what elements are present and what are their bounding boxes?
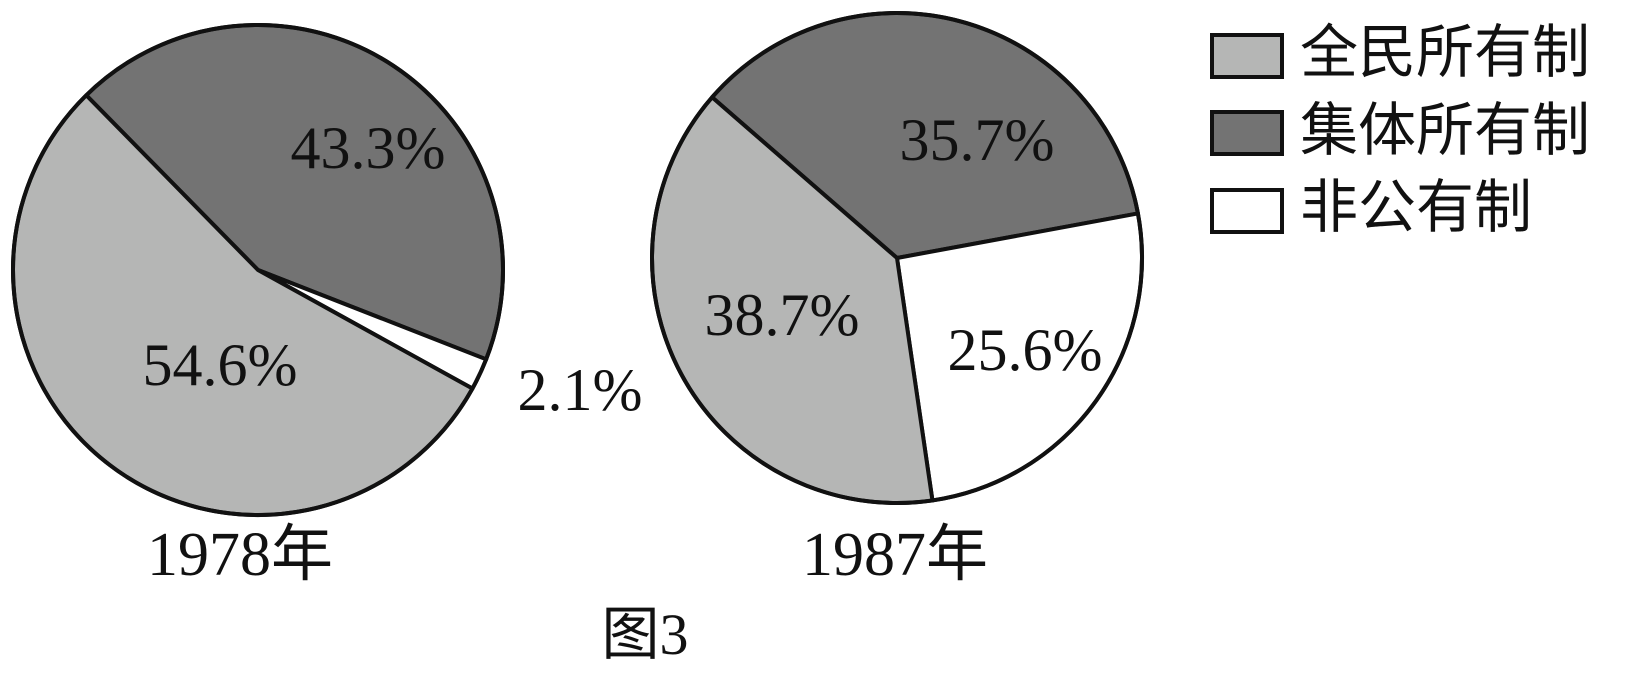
legend-label-feigong: 非公有制 <box>1300 175 1532 240</box>
legend-swatch-quanmin <box>1210 33 1284 79</box>
year-label-1987: 1987年 <box>802 521 988 589</box>
slice-label-feigong: 2.1% <box>518 357 643 423</box>
slice-label-feigong: 25.6% <box>948 317 1103 383</box>
year-label-1978: 1978年 <box>147 521 333 589</box>
slice-label-jiti: 43.3% <box>291 115 446 181</box>
pie-chart-1987: 38.7% 35.7% 25.6% <box>650 11 1144 505</box>
figure-caption: 图3 <box>601 602 688 667</box>
legend: 全民所有制 集体所有制 非公有制 <box>1210 20 1590 240</box>
legend-label-jiti: 集体所有制 <box>1300 98 1590 163</box>
legend-swatch-feigong <box>1210 188 1284 234</box>
pie-outline <box>650 11 1144 505</box>
slice-label-quanmin: 38.7% <box>705 282 860 348</box>
pie-chart-1978: 54.6% 43.3% 2.1% <box>11 23 643 517</box>
legend-label-quanmin: 全民所有制 <box>1300 20 1590 85</box>
slice-label-jiti: 35.7% <box>900 107 1055 173</box>
pie-outline <box>11 23 505 517</box>
legend-swatch-jiti <box>1210 110 1284 156</box>
slice-label-quanmin: 54.6% <box>143 332 298 398</box>
